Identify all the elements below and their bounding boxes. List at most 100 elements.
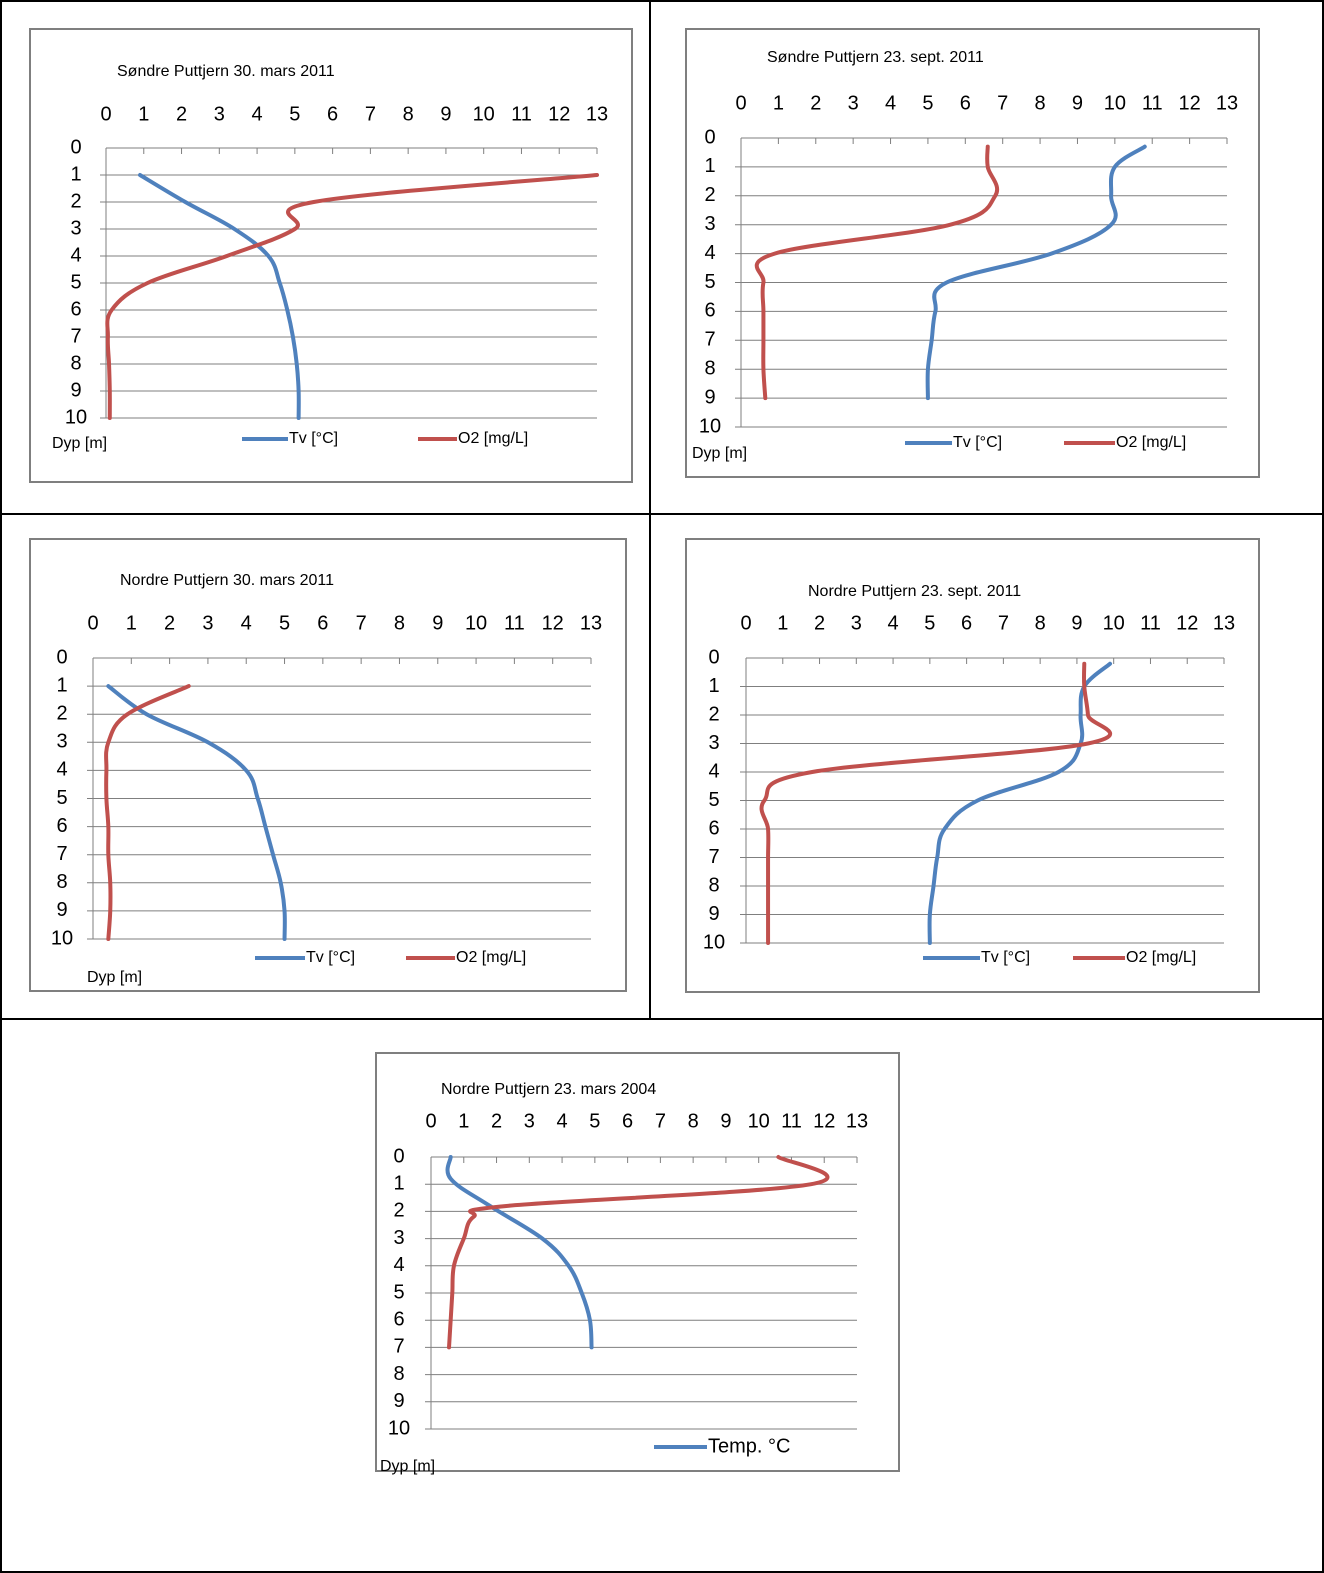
y-tick-label: 6 [708, 817, 719, 839]
y-tick-label: 5 [56, 787, 67, 809]
y-tick-label: 2 [70, 190, 81, 212]
y-tick-label: 6 [56, 815, 67, 837]
series-line-o2 [447, 1155, 830, 1350]
y-tick-label: 7 [708, 846, 719, 868]
x-tick-label: 1 [138, 103, 149, 125]
y-tick-label: 0 [704, 126, 715, 148]
legend-label: O2 [mg/L] [1116, 434, 1186, 451]
x-tick-label: 1 [773, 92, 784, 114]
x-tick-label: 0 [735, 92, 746, 114]
x-tick-label: 7 [365, 103, 376, 125]
x-tick-label: 7 [655, 1110, 666, 1132]
x-tick-label: 7 [356, 612, 367, 634]
x-tick-label: 4 [888, 612, 899, 634]
series-line-temp [106, 684, 287, 941]
x-tick-label: 12 [1176, 612, 1198, 634]
table-border-top [0, 0, 1324, 2]
x-tick-label: 6 [961, 612, 972, 634]
series-line-o2 [759, 661, 1113, 945]
y-tick-label: 9 [704, 386, 715, 408]
x-tick-label: 13 [1213, 612, 1235, 634]
x-tick-label: 9 [1071, 612, 1082, 634]
x-tick-label: 8 [1035, 92, 1046, 114]
legend-label: O2 [mg/L] [456, 949, 526, 966]
x-tick-label: 13 [586, 103, 608, 125]
y-tick-label: 10 [703, 931, 725, 953]
legend-label: Tv [°C] [289, 430, 338, 447]
x-tick-label: 11 [781, 1110, 802, 1132]
x-tick-label: 2 [810, 92, 821, 114]
y-tick-label: 6 [70, 298, 81, 320]
x-tick-label: 6 [317, 612, 328, 634]
y-tick-label: 10 [699, 415, 721, 437]
series-line-temp [925, 144, 1147, 401]
x-tick-label: 9 [720, 1110, 731, 1132]
x-tick-label: 6 [327, 103, 338, 125]
x-tick-label: 9 [1072, 92, 1083, 114]
legend-label: Tv [°C] [306, 949, 355, 966]
x-tick-label: 0 [87, 612, 98, 634]
table-border-right [1322, 0, 1324, 1573]
x-tick-label: 1 [458, 1110, 469, 1132]
y-tick-label: 3 [393, 1227, 404, 1249]
x-tick-label: 8 [1035, 612, 1046, 634]
x-tick-label: 2 [814, 612, 825, 634]
x-tick-label: 11 [511, 103, 532, 125]
y-tick-label: 0 [70, 136, 81, 158]
y-axis-label: Dyp [m] [692, 445, 747, 462]
y-tick-label: 4 [393, 1254, 404, 1276]
x-tick-label: 12 [542, 612, 564, 634]
x-tick-label: 12 [548, 103, 570, 125]
legend-label: Temp. °C [708, 1435, 790, 1457]
y-tick-label: 1 [704, 155, 715, 177]
series-line-o2 [754, 144, 1000, 401]
chart-title: Nordre Puttjern 23. sept. 2011 [808, 583, 1021, 600]
y-tick-label: 0 [56, 646, 67, 668]
y-tick-label: 0 [708, 646, 719, 668]
chart-title: Nordre Puttjern 23. mars 2004 [441, 1081, 656, 1098]
y-tick-label: 5 [70, 271, 81, 293]
x-tick-label: 2 [176, 103, 187, 125]
x-tick-label: 3 [524, 1110, 535, 1132]
x-tick-label: 10 [1104, 92, 1126, 114]
y-tick-label: 1 [56, 674, 67, 696]
x-tick-label: 8 [688, 1110, 699, 1132]
x-tick-label: 3 [848, 92, 859, 114]
y-tick-label: 8 [704, 357, 715, 379]
y-tick-label: 6 [704, 300, 715, 322]
x-tick-label: 0 [100, 103, 111, 125]
x-tick-label: 5 [924, 612, 935, 634]
x-tick-label: 4 [252, 103, 263, 125]
x-tick-label: 5 [279, 612, 290, 634]
table-row-divider-2 [0, 1018, 1324, 1020]
y-axis-label: Dyp [m] [87, 969, 142, 986]
x-tick-label: 5 [589, 1110, 600, 1132]
y-tick-label: 4 [704, 242, 715, 264]
x-tick-label: 3 [851, 612, 862, 634]
y-tick-label: 6 [393, 1308, 404, 1330]
x-tick-label: 5 [922, 92, 933, 114]
y-tick-label: 10 [51, 927, 73, 949]
y-tick-label: 1 [393, 1172, 404, 1194]
y-tick-label: 10 [388, 1417, 410, 1439]
y-tick-label: 9 [393, 1390, 404, 1412]
y-tick-label: 9 [70, 379, 81, 401]
chart-frame [29, 538, 627, 992]
x-tick-label: 7 [998, 612, 1009, 634]
x-tick-label: 10 [473, 103, 495, 125]
y-tick-label: 4 [70, 244, 81, 266]
x-tick-label: 11 [1142, 92, 1163, 114]
x-tick-label: 5 [289, 103, 300, 125]
x-tick-label: 7 [997, 92, 1008, 114]
legend-label: Tv [°C] [981, 949, 1030, 966]
y-tick-label: 3 [56, 731, 67, 753]
y-tick-label: 2 [704, 184, 715, 206]
x-tick-label: 12 [1178, 92, 1200, 114]
y-tick-label: 1 [708, 675, 719, 697]
y-tick-label: 2 [708, 703, 719, 725]
